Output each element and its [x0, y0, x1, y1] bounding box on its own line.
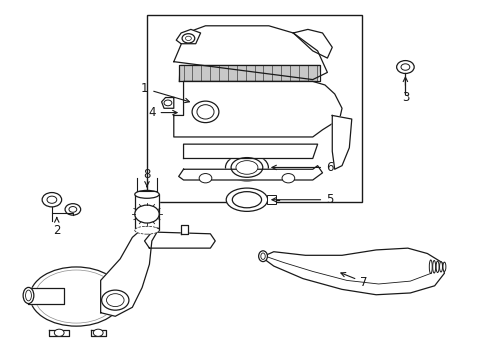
- Ellipse shape: [23, 287, 34, 303]
- Text: 6: 6: [271, 161, 333, 174]
- Ellipse shape: [232, 192, 261, 208]
- Polygon shape: [101, 226, 159, 316]
- Polygon shape: [178, 65, 320, 81]
- Polygon shape: [261, 248, 444, 295]
- Ellipse shape: [435, 261, 438, 273]
- Polygon shape: [49, 329, 69, 336]
- Text: 2: 2: [53, 218, 61, 237]
- Circle shape: [163, 100, 171, 106]
- Polygon shape: [183, 144, 317, 158]
- Polygon shape: [161, 98, 173, 108]
- Polygon shape: [27, 288, 64, 304]
- Text: 1: 1: [141, 82, 189, 103]
- Circle shape: [185, 36, 191, 41]
- Polygon shape: [173, 26, 327, 80]
- Ellipse shape: [432, 261, 435, 273]
- Ellipse shape: [231, 158, 262, 177]
- Circle shape: [199, 174, 211, 183]
- Polygon shape: [135, 194, 159, 230]
- Polygon shape: [331, 116, 351, 169]
- Ellipse shape: [236, 161, 257, 174]
- Ellipse shape: [192, 101, 219, 123]
- Circle shape: [135, 205, 159, 223]
- Polygon shape: [178, 166, 322, 180]
- Text: 3: 3: [401, 77, 408, 104]
- Circle shape: [102, 290, 129, 310]
- Text: 5: 5: [271, 193, 333, 206]
- Bar: [147, 15, 361, 202]
- Text: 4: 4: [148, 106, 177, 119]
- Ellipse shape: [25, 290, 31, 301]
- Ellipse shape: [135, 190, 159, 198]
- Polygon shape: [181, 225, 188, 234]
- Ellipse shape: [225, 154, 268, 181]
- Circle shape: [282, 174, 294, 183]
- Circle shape: [106, 294, 124, 307]
- Ellipse shape: [135, 226, 159, 234]
- Polygon shape: [176, 30, 200, 44]
- Bar: [267, 195, 276, 204]
- Circle shape: [47, 196, 57, 203]
- Circle shape: [42, 193, 61, 207]
- Ellipse shape: [197, 105, 214, 119]
- Polygon shape: [293, 30, 331, 58]
- Ellipse shape: [258, 251, 267, 262]
- Ellipse shape: [35, 270, 118, 323]
- Ellipse shape: [439, 262, 442, 272]
- Ellipse shape: [30, 267, 122, 326]
- Ellipse shape: [226, 188, 267, 211]
- Text: 8: 8: [143, 168, 150, 187]
- Text: 7: 7: [340, 273, 367, 289]
- Circle shape: [65, 204, 81, 215]
- Circle shape: [182, 34, 194, 43]
- Circle shape: [54, 329, 64, 336]
- Circle shape: [93, 329, 103, 336]
- Circle shape: [69, 207, 77, 212]
- Circle shape: [396, 60, 413, 73]
- Ellipse shape: [442, 262, 445, 271]
- Ellipse shape: [428, 260, 431, 274]
- Polygon shape: [144, 232, 215, 248]
- Polygon shape: [91, 329, 105, 336]
- Polygon shape: [173, 81, 341, 137]
- Circle shape: [400, 64, 409, 70]
- Ellipse shape: [260, 253, 264, 260]
